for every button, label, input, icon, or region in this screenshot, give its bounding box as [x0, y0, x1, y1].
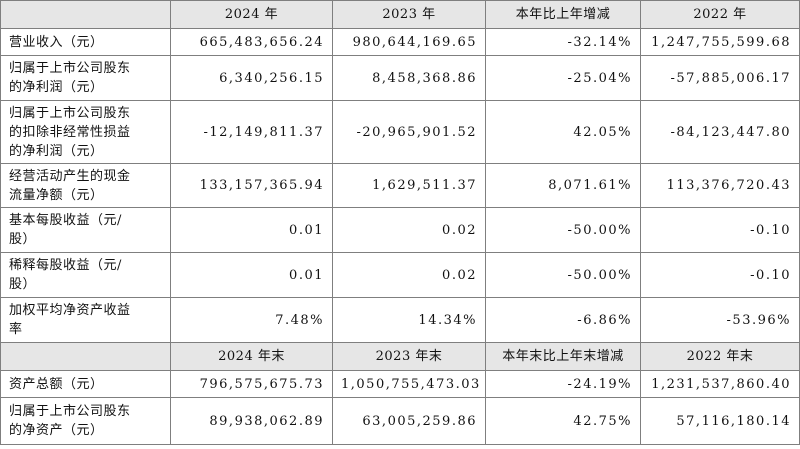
value-cell: 0.01 [170, 252, 333, 298]
header-cell: 2024 年末 [170, 342, 333, 371]
value-cell: -84,123,447.80 [640, 100, 800, 164]
header-cell: 本年比上年增减 [485, 0, 641, 29]
data-row: 经营活动产生的现金 流量净额（元） 133,157,365.94 1,629,511… [0, 163, 800, 208]
value-cell: 8,458,368.86 [332, 55, 486, 101]
value-cell: -50.00% [485, 207, 641, 253]
value-cell: 57,116,180.14 [640, 397, 800, 445]
value-cell: 0.02 [332, 207, 486, 253]
header-cell: 2024 年 [170, 0, 333, 29]
data-row: 基本每股收益（元/ 股） 0.01 0.02 -50.00% -0.10 [0, 207, 800, 253]
label-cell: 加权平均净资产收益 率 [0, 297, 171, 343]
label-cell: 归属于上市公司股东 的净利润（元） [0, 55, 171, 101]
value-cell: 0.01 [170, 207, 333, 253]
label-cell: 经营活动产生的现金 流量净额（元） [0, 163, 171, 208]
value-cell: 0.02 [332, 252, 486, 298]
value-cell: 42.05% [485, 100, 641, 164]
label-cell: 稀释每股收益（元/ 股） [0, 252, 171, 298]
value-cell: 113,376,720.43 [640, 163, 800, 208]
value-cell: 796,575,675.73 [170, 370, 333, 398]
label-cell: 基本每股收益（元/ 股） [0, 207, 171, 253]
header-cell [0, 342, 171, 371]
data-row: 营业收入（元） 665,483,656.24 980,644,169.65 -32.1… [0, 28, 800, 56]
header-cell: 2023 年 [332, 0, 486, 29]
label-cell: 归属于上市公司股东 的净资产（元） [0, 397, 171, 445]
value-cell: 665,483,656.24 [170, 28, 333, 56]
value-cell: -57,885,006.17 [640, 55, 800, 101]
value-cell: 980,644,169.65 [332, 28, 486, 56]
value-cell: -12,149,811.37 [170, 100, 333, 164]
value-cell: 133,157,365.94 [170, 163, 333, 208]
data-row: 稀释每股收益（元/ 股） 0.01 0.02 -50.00% -0.10 [0, 252, 800, 298]
value-cell: -32.14% [485, 28, 641, 56]
value-cell: 42.75% [485, 397, 641, 445]
value-cell: -24.19% [485, 370, 641, 398]
value-cell: 89,938,062.89 [170, 397, 333, 445]
header-cell [0, 0, 171, 29]
value-cell: 1,231,537,860.40 [640, 370, 800, 398]
data-row: 加权平均净资产收益 率 7.48% 14.34% -6.86% -53.96% [0, 297, 800, 343]
data-row: 归属于上市公司股东 的净利润（元） 6,340,256.15 8,458,368.8… [0, 55, 800, 101]
data-row: 资产总额（元） 796,575,675.73 1,050,755,473.03 -24… [0, 370, 800, 398]
header-row: 2024 年末 2023 年末 本年末比上年末增减 2022 年末 [0, 342, 800, 371]
label-cell: 资产总额（元） [0, 370, 171, 398]
value-cell: -0.10 [640, 252, 800, 298]
value-cell: 63,005,259.86 [332, 397, 486, 445]
data-row: 归属于上市公司股东 的净资产（元） 89,938,062.89 63,005,259… [0, 397, 800, 445]
label-cell: 营业收入（元） [0, 28, 171, 56]
value-cell: 14.34% [332, 297, 486, 343]
value-cell: 1,247,755,599.68 [640, 28, 800, 56]
value-cell: 1,050,755,473.03 [332, 370, 486, 398]
value-cell: 6,340,256.15 [170, 55, 333, 101]
value-cell: -25.04% [485, 55, 641, 101]
data-row: 归属于上市公司股东 的扣除非经常性损益 的净利润（元） -12,149,811.3… [0, 100, 800, 164]
value-cell: -6.86% [485, 297, 641, 343]
header-cell: 本年末比上年末增减 [485, 342, 641, 371]
header-row: 2024 年 2023 年本年比上年增减 2022 年 [0, 0, 800, 29]
value-cell: 7.48% [170, 297, 333, 343]
value-cell: -0.10 [640, 207, 800, 253]
label-cell: 归属于上市公司股东 的扣除非经常性损益 的净利润（元） [0, 100, 171, 164]
value-cell: 1,629,511.37 [332, 163, 486, 208]
value-cell: -50.00% [485, 252, 641, 298]
header-cell: 2023 年末 [332, 342, 486, 371]
header-cell: 2022 年末 [640, 342, 800, 371]
value-cell: 8,071.61% [485, 163, 641, 208]
header-cell: 2022 年 [640, 0, 800, 29]
value-cell: -53.96% [640, 297, 800, 343]
value-cell: -20,965,901.52 [332, 100, 486, 164]
